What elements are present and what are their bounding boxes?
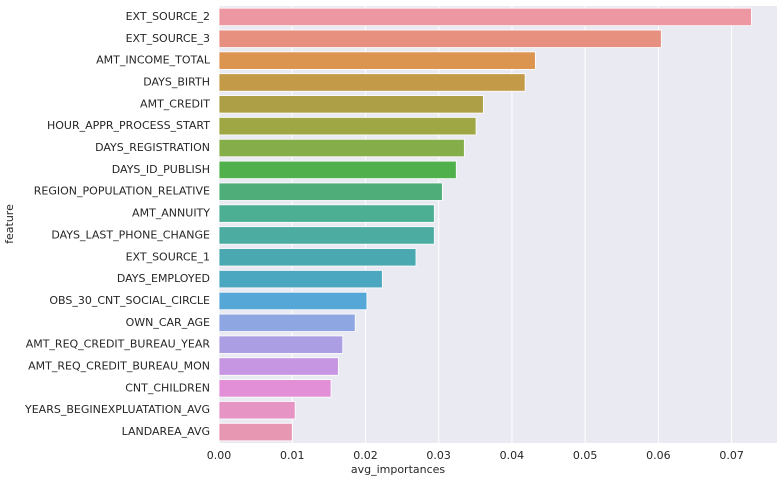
y-tick-label: EXT_SOURCE_3: [126, 32, 210, 45]
bar: [218, 204, 435, 223]
y-tick-label: LANDAREA_AVG: [122, 425, 210, 438]
bar: [218, 182, 443, 201]
bar: [218, 248, 417, 267]
y-tick-label: REGION_POPULATION_RELATIVE: [34, 185, 210, 198]
bar: [218, 379, 332, 398]
y-tick-label: DAYS_BIRTH: [143, 75, 210, 88]
y-tick-label: AMT_ANNUITY: [132, 207, 210, 220]
y-tick-label: OWN_CAR_AGE: [126, 316, 210, 329]
bar: [218, 291, 368, 311]
bar: [218, 313, 356, 332]
y-tick-label: OBS_30_CNT_SOCIAL_CIRCLE: [49, 294, 210, 307]
x-tick-label: 0.05: [573, 449, 598, 462]
bar: [218, 422, 293, 442]
y-tick-label: DAYS_REGISTRATION: [95, 141, 210, 154]
y-tick-label: YEARS_BEGINEXPLUATATION_AVG: [24, 403, 210, 416]
bar: [218, 269, 383, 289]
y-tick-label: EXT_SOURCE_1: [126, 250, 210, 263]
bar: [218, 357, 339, 376]
y-tick-label: DAYS_LAST_PHONE_CHANGE: [51, 228, 210, 241]
bar: [218, 73, 526, 92]
y-axis-label: feature: [3, 204, 16, 244]
x-tick-label: 0.00: [207, 449, 232, 462]
x-tick-label: 0.04: [500, 449, 525, 462]
y-tick-label: DAYS_ID_PUBLISH: [112, 163, 210, 176]
bar: [218, 160, 457, 180]
x-tick-label: 0.07: [719, 449, 744, 462]
x-tick-label: 0.06: [646, 449, 671, 462]
bar: [218, 117, 477, 136]
y-tick-label: AMT_REQ_CREDIT_BUREAU_MON: [28, 360, 210, 373]
y-tick-label: DAYS_EMPLOYED: [117, 272, 210, 285]
y-tick-label: EXT_SOURCE_2: [126, 10, 210, 23]
bar: [218, 138, 465, 158]
x-axis-label: avg_importances: [351, 463, 446, 476]
x-tick-label: 0.01: [280, 449, 305, 462]
x-tick-label: 0.03: [426, 449, 451, 462]
bar: [218, 51, 536, 70]
bar: [218, 401, 296, 420]
plot-area: [219, 6, 777, 443]
bar: [218, 226, 435, 245]
bar: [218, 95, 484, 114]
bar: [218, 29, 662, 48]
y-tick-label: AMT_INCOME_TOTAL: [96, 54, 211, 67]
y-tick-label: HOUR_APPR_PROCESS_START: [47, 119, 210, 132]
bar: [218, 335, 344, 354]
y-tick-label: CNT_CHILDREN: [125, 381, 210, 394]
y-tick-label: AMT_CREDIT: [140, 97, 210, 110]
x-tick-label: 0.02: [353, 449, 378, 462]
bar: [218, 7, 752, 27]
y-tick-label: AMT_REQ_CREDIT_BUREAU_YEAR: [26, 338, 211, 351]
